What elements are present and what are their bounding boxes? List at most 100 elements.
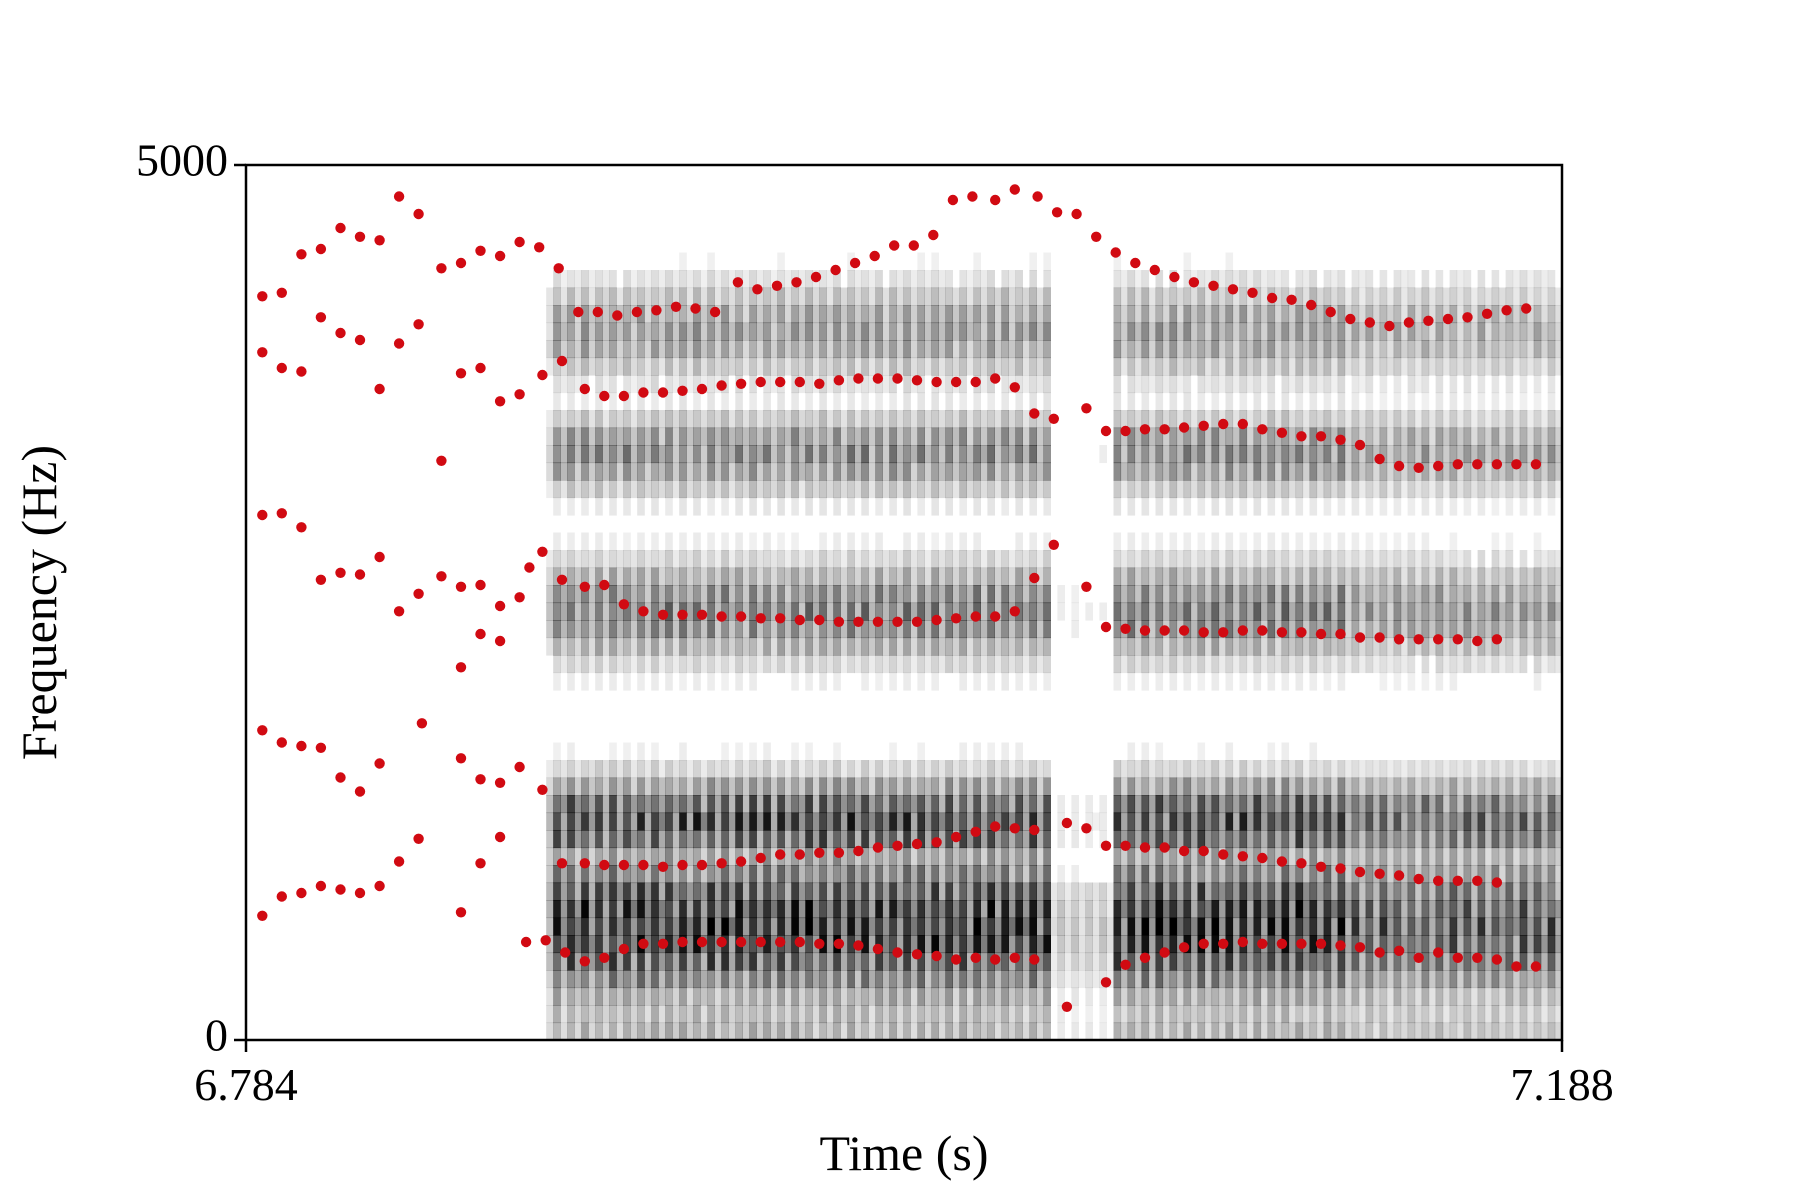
spectrogram-cell <box>1127 672 1136 691</box>
spectrogram-cell <box>1323 270 1332 289</box>
spectrogram-cell <box>819 795 827 814</box>
spectrogram-cell <box>1442 777 1451 796</box>
spectrogram-cell <box>1169 305 1178 324</box>
spectrogram-cell <box>1274 795 1283 814</box>
spectrogram-cell <box>742 585 750 604</box>
spectrogram-cell <box>847 1022 855 1040</box>
spectrogram-cell <box>1127 567 1136 586</box>
spectrogram-cell <box>1344 882 1353 901</box>
spectrogram-cell <box>1309 865 1318 884</box>
spectrogram-cell <box>903 427 911 446</box>
spectrogram-cell <box>1169 427 1178 446</box>
spectrogram-cell <box>1337 445 1346 464</box>
spectrogram-cell <box>1477 1022 1486 1040</box>
spectrogram-cell <box>1239 567 1248 586</box>
spectrogram-cell <box>1449 550 1458 569</box>
spectrogram-cell <box>1407 427 1416 446</box>
spectrogram-cell <box>588 935 596 954</box>
spectrogram-cell <box>1001 567 1009 586</box>
spectrogram-cell <box>560 427 568 446</box>
spectrogram-cell <box>959 795 967 814</box>
spectrogram-cell <box>679 987 687 1006</box>
spectrogram-cell <box>1127 620 1136 639</box>
spectrogram-cell <box>868 340 876 359</box>
spectrogram-cell <box>882 462 890 481</box>
spectrogram-cell <box>980 270 988 289</box>
spectrogram-cell <box>714 445 722 464</box>
spectrogram-cell <box>868 935 876 954</box>
spectrogram-cell <box>987 917 995 936</box>
spectrogram-cell <box>1330 900 1339 919</box>
spectrogram-cell <box>1141 935 1150 954</box>
spectrogram-cell <box>1176 287 1185 306</box>
spectrogram-cell <box>1176 970 1185 989</box>
spectrogram-cell <box>609 917 617 936</box>
spectrogram-cell <box>553 1022 561 1040</box>
spectrogram-cell <box>903 287 911 306</box>
spectrogram-cell <box>707 970 715 989</box>
spectrogram-cell <box>1239 340 1248 359</box>
spectrogram-cell <box>1505 445 1514 464</box>
spectrogram-cell <box>1176 357 1185 376</box>
spectrogram-cell <box>1022 987 1030 1006</box>
spectrogram-cell <box>1400 637 1409 656</box>
spectrogram-cell <box>1435 830 1444 849</box>
spectrogram-cell <box>672 882 680 901</box>
spectrogram-cell <box>980 375 988 394</box>
spectrogram-cell <box>1267 305 1276 324</box>
spectrogram-cell <box>966 480 974 499</box>
spectrogram-cell <box>952 760 960 779</box>
spectrogram-cell <box>1428 1022 1437 1040</box>
spectrogram-cell <box>980 987 988 1006</box>
spectrogram-cell <box>742 847 750 866</box>
spectrogram-cell <box>1232 830 1241 849</box>
spectrogram-cell <box>749 602 757 621</box>
spectrogram-cell <box>735 917 743 936</box>
spectrogram-cell <box>763 777 771 796</box>
spectrogram-cell <box>861 637 869 656</box>
spectrogram-cell <box>1470 760 1479 779</box>
spectrogram-cell <box>1407 585 1416 604</box>
spectrogram-cell <box>868 620 876 639</box>
spectrogram-cell <box>966 970 974 989</box>
spectrogram-cell <box>1106 917 1114 936</box>
spectrogram-cell <box>714 480 722 499</box>
spectrogram-cell <box>672 375 680 394</box>
spectrogram-cell <box>1288 375 1297 394</box>
spectrogram-cell <box>1211 952 1220 971</box>
spectrogram-cell <box>1064 952 1072 971</box>
spectrogram-cell <box>1246 357 1255 376</box>
spectrogram-cell <box>1421 865 1430 884</box>
spectrogram-cell <box>1400 917 1409 936</box>
spectrogram-cell <box>1148 795 1157 814</box>
spectrogram-cell <box>1379 672 1388 691</box>
spectrogram-cell <box>966 777 974 796</box>
spectrogram-cell <box>833 830 841 849</box>
spectrogram-cell <box>1239 830 1248 849</box>
spectrogram-cell <box>777 812 785 831</box>
spectrogram-cell <box>1183 830 1192 849</box>
spectrogram-cell <box>1477 970 1486 989</box>
spectrogram-cell <box>777 585 785 604</box>
spectrogram-cell <box>973 340 981 359</box>
spectrogram-cell <box>945 760 953 779</box>
spectrogram-cell <box>574 427 582 446</box>
spectrogram-cell <box>931 847 939 866</box>
spectrogram-cell <box>1407 497 1416 516</box>
spectrogram-cell <box>574 462 582 481</box>
spectrogram-cell <box>560 830 568 849</box>
spectrogram-cell <box>875 445 883 464</box>
spectrogram-cell <box>1337 672 1346 691</box>
spectrogram-cell <box>889 847 897 866</box>
spectrogram-cell <box>931 900 939 919</box>
spectrogram-cell <box>1456 445 1465 464</box>
spectrogram-cell <box>1029 970 1037 989</box>
spectrogram-cell <box>1239 305 1248 324</box>
spectrogram-cell <box>1120 427 1129 446</box>
spectrogram-cell <box>1470 305 1479 324</box>
spectrogram-cell <box>1155 427 1164 446</box>
spectrogram-cell <box>987 655 995 674</box>
spectrogram-cell <box>966 410 974 429</box>
spectrogram-cell <box>1190 340 1199 359</box>
spectrogram-cell <box>1225 1022 1234 1040</box>
